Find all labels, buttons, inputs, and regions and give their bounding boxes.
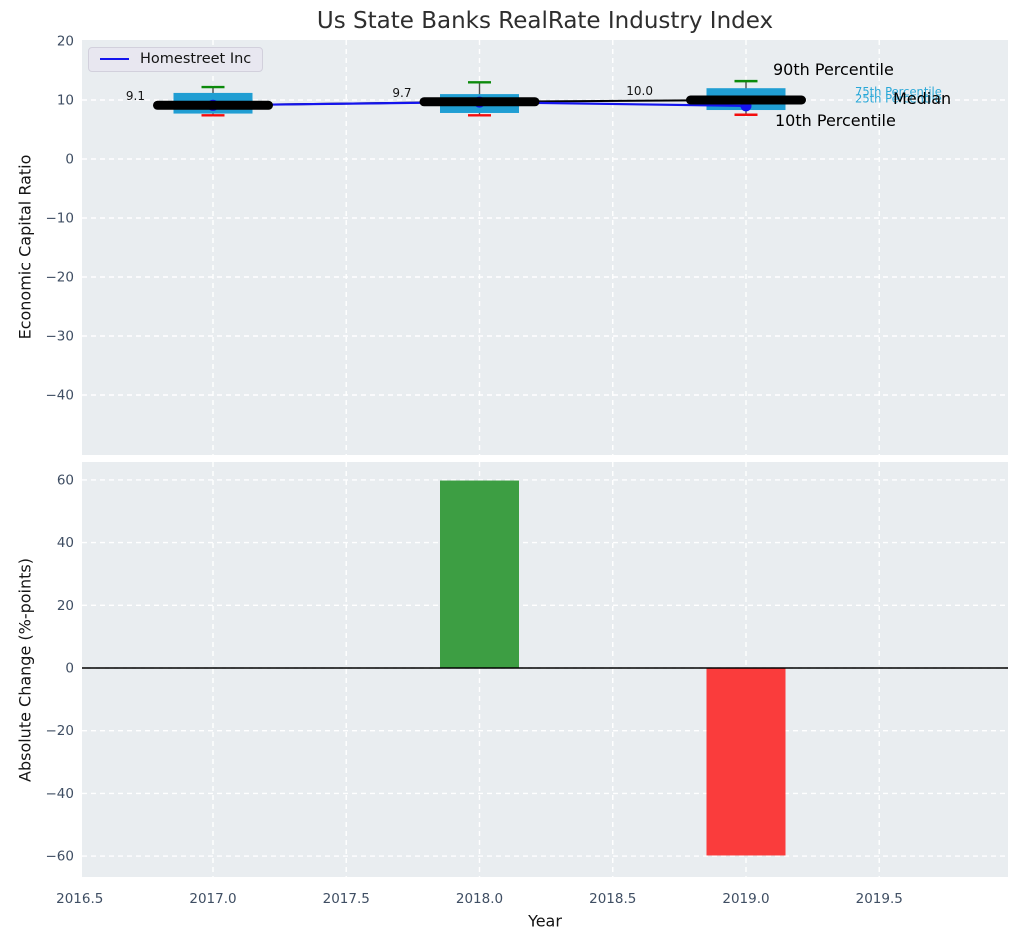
annotation-10th-percentile: 10th Percentile [775, 111, 896, 131]
bottom-y-axis-label: Absolute Change (%-points) [15, 558, 35, 782]
legend-line-sample [100, 58, 129, 60]
bottom-y-tick-label: −20 [46, 723, 75, 739]
x-tick-label: 2016.5 [56, 891, 103, 907]
change-bar-2018 [440, 480, 519, 668]
chart-title: Us State Banks RealRate Industry Index [316, 8, 774, 34]
annotation-75th-percentile: 75th Percentile [855, 84, 942, 99]
x-tick-label: 2018.0 [456, 891, 503, 907]
top-y-tick-label: −30 [46, 329, 75, 345]
top-y-axis-label: Economic Capital Ratio [15, 154, 35, 340]
x-tick-label: 2017.0 [189, 891, 236, 907]
x-tick-label: 2019.5 [856, 891, 903, 907]
annotation-25th-percentile: 25th Percentile [855, 91, 942, 106]
top-y-tick-label: 0 [65, 152, 74, 168]
median-value-label-2017: 9.1 [125, 89, 145, 104]
annotation-90th-percentile: 90th Percentile [773, 60, 894, 80]
x-tick-label: 2019.0 [722, 891, 769, 907]
bottom-y-tick-label: −60 [46, 849, 75, 865]
top-y-tick-label: −10 [46, 211, 75, 227]
top-y-tick-label: 10 [57, 93, 74, 109]
bottom-y-tick-label: 0 [65, 661, 74, 677]
bottom-axes-background [82, 462, 1008, 877]
bottom-y-tick-label: 60 [57, 472, 74, 488]
x-tick-label: 2017.5 [323, 891, 370, 907]
change-bar-2019 [706, 668, 786, 856]
top-y-tick-label: −20 [46, 270, 75, 286]
annotation-median: Median [893, 88, 952, 108]
bottom-y-tick-label: 40 [57, 535, 74, 551]
legend: Homestreet Inc [88, 47, 264, 72]
legend-label: Homestreet Inc [140, 51, 252, 67]
x-tick-label: 2018.5 [589, 891, 636, 907]
median-value-label-2019: 10.0 [626, 84, 653, 98]
top-y-tick-label: 20 [57, 34, 74, 50]
bottom-y-tick-label: −40 [46, 786, 75, 802]
x-axis-label: Year [528, 911, 562, 931]
median-value-label-2018: 9.7 [392, 85, 412, 100]
bottom-y-tick-label: 20 [57, 598, 74, 614]
top-y-tick-label: −40 [46, 388, 75, 404]
